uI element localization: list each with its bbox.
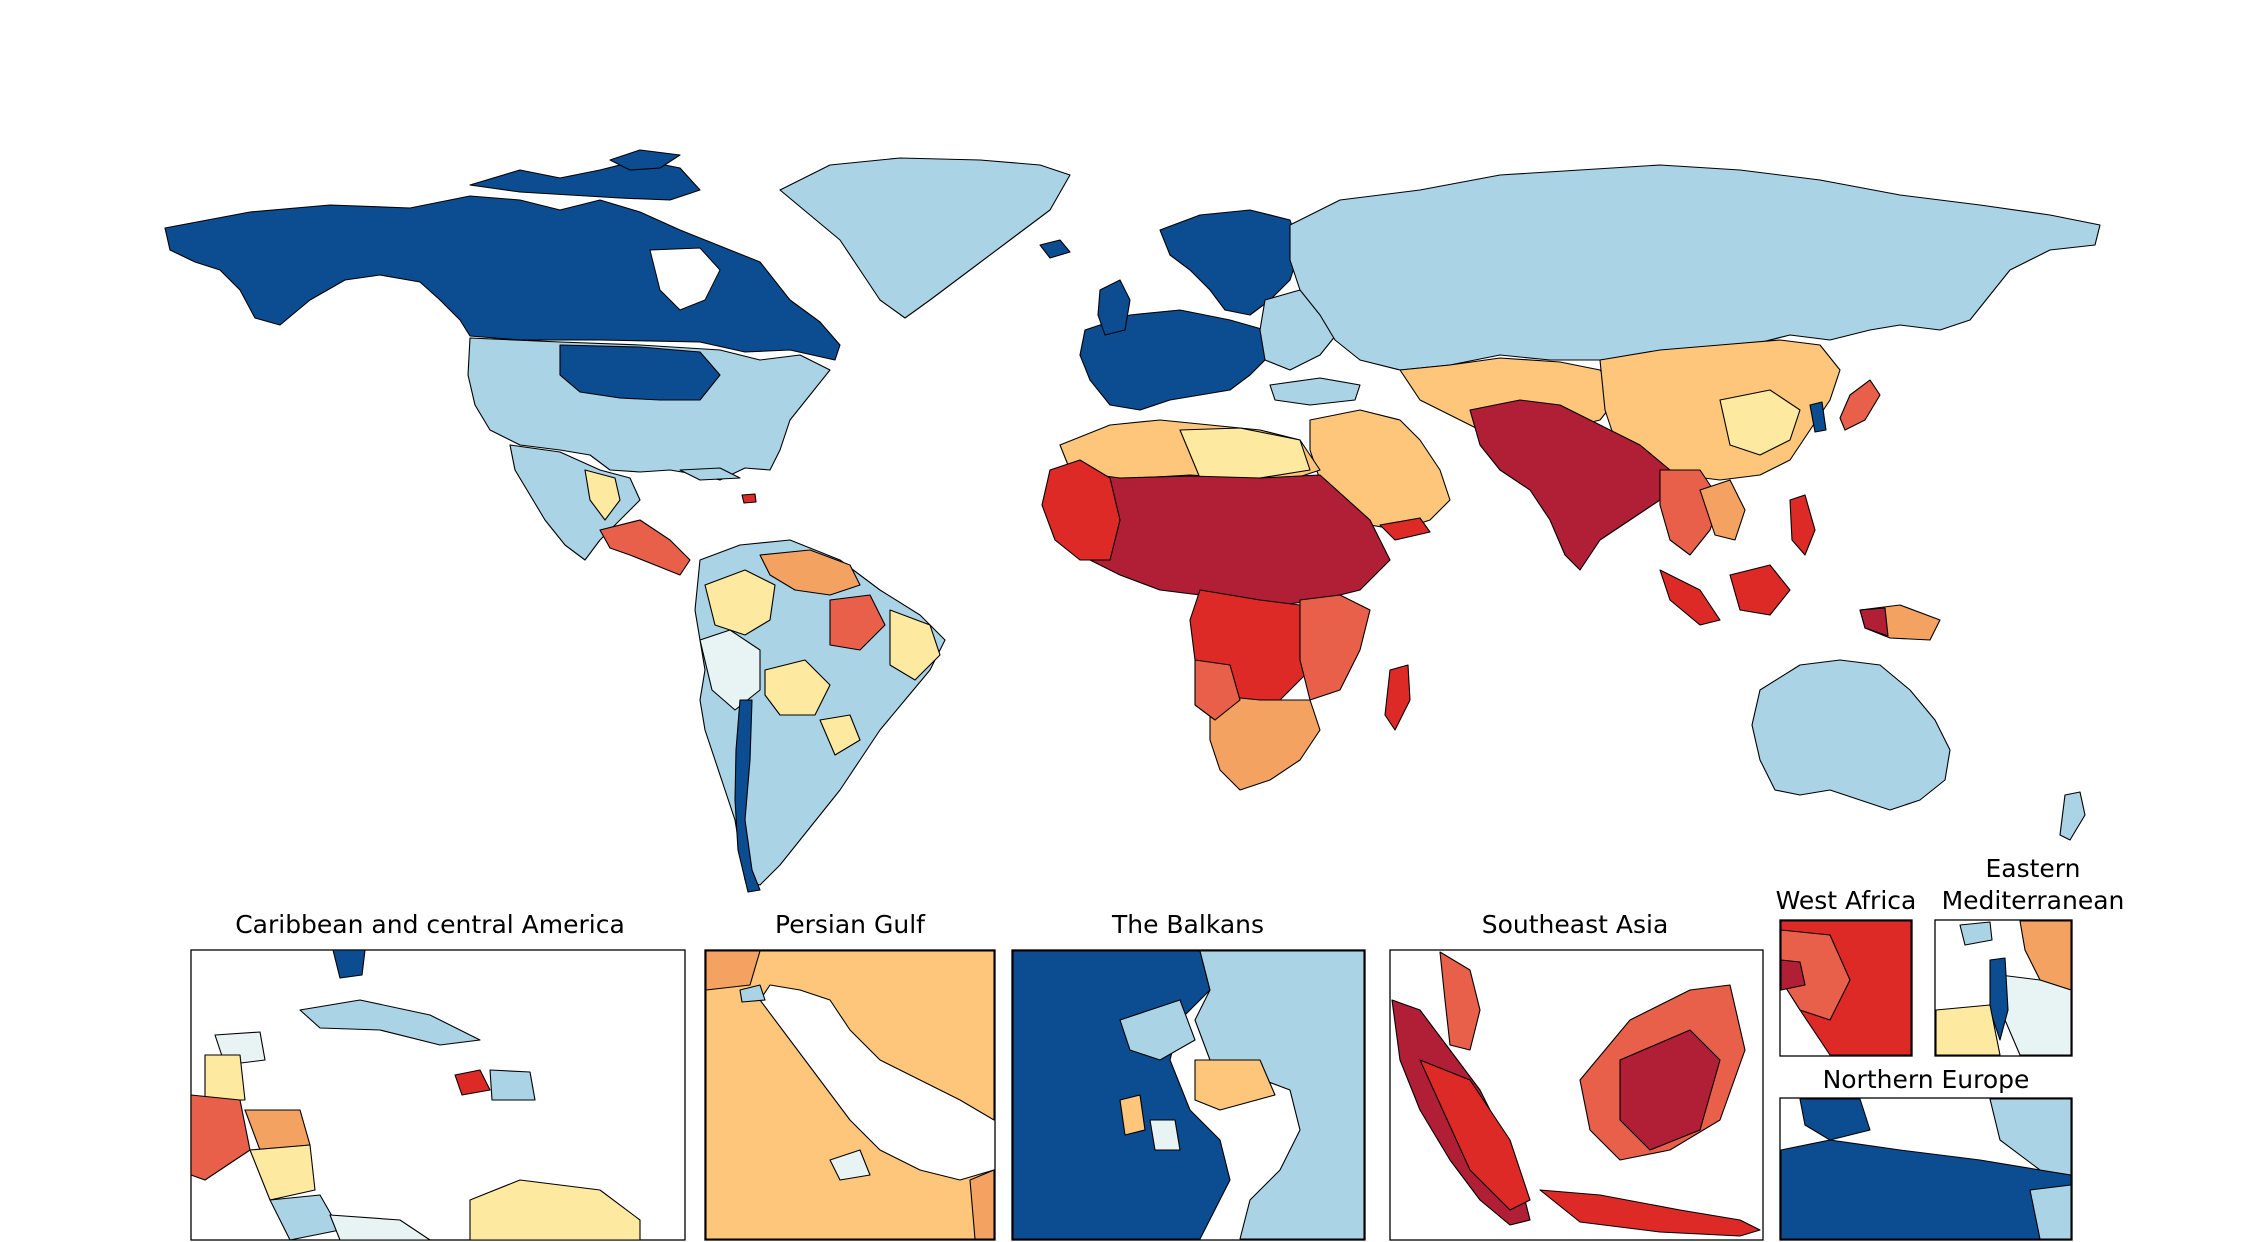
region-usa-midwest (559, 344, 721, 401)
region-new-guinea-west (1859, 607, 1889, 637)
region-peru (699, 629, 761, 711)
inset-southeast-asia: Southeast Asia (1389, 910, 1764, 1241)
region-east-africa (1299, 594, 1371, 701)
region-angola (1194, 659, 1241, 721)
inset-title-west-africa: West Africa (1776, 886, 1917, 915)
inset-balkans: The Balkans (1011, 910, 1366, 1241)
inset-title-northern-europe: Northern Europe (1823, 1065, 2030, 1094)
inset-title-balkans: The Balkans (1111, 910, 1264, 939)
region-china-east (1719, 389, 1801, 456)
region-philippines (1789, 494, 1816, 556)
region-borneo (1729, 564, 1791, 616)
region-libya-egypt (1179, 427, 1311, 479)
inset-caribbean: Caribbean and central America (190, 910, 686, 1241)
region-greenland (779, 157, 1071, 319)
region-brazil-north (829, 594, 886, 651)
inset-title-caribbean: Caribbean and central America (235, 910, 625, 939)
inset-eastern-med: Eastern Mediterranean (1934, 854, 2125, 1057)
inset-title-eastern-med-1: Eastern (1985, 854, 2080, 883)
region-canada-alaska (164, 195, 841, 361)
region-south-asia (1469, 399, 1671, 571)
region-brazil-east (889, 609, 941, 681)
region-southern-africa (1209, 694, 1321, 791)
region-arctic-islands (469, 159, 701, 201)
region-paraguay (819, 714, 861, 756)
region-colombia (704, 569, 776, 636)
region-indochina (1699, 479, 1746, 541)
region-cuba (679, 467, 741, 481)
region-australia (1751, 659, 1951, 811)
inset-title-southeast-asia: Southeast Asia (1482, 910, 1669, 939)
region-yemen (1379, 517, 1431, 541)
region-new-zealand (2059, 791, 2086, 841)
region-iceland (1039, 239, 1071, 259)
main-world-map (164, 149, 2101, 893)
region-uk (1097, 279, 1131, 336)
hudson-bay (649, 247, 721, 311)
inset-west-africa: West Africa (1776, 886, 1917, 1057)
region-bolivia (764, 659, 831, 716)
inset-frame-caribbean (190, 949, 686, 1241)
region-korea (1809, 401, 1827, 433)
region-venezuela-guyana (759, 549, 861, 596)
region-western-europe (1079, 309, 1271, 411)
region-turkey (1269, 377, 1361, 406)
region-mexico-south (584, 469, 621, 521)
region-arctic-islands-2 (609, 149, 681, 171)
region-chile (734, 699, 761, 893)
region-russia (1289, 164, 2101, 371)
region-west-africa-main (1041, 459, 1121, 561)
region-haiti (741, 493, 757, 504)
region-madagascar (1384, 664, 1411, 731)
region-central-america (599, 519, 691, 576)
region-sumatra (1659, 569, 1721, 626)
inset-persian-gulf: Persian Gulf (704, 910, 996, 1241)
inset-title-eastern-med-2: Mediterranean (1942, 886, 2125, 915)
inset-northern-europe: Northern Europe (1779, 1065, 2073, 1241)
inset-title-persian-gulf: Persian Gulf (775, 910, 926, 939)
region-japan (1839, 379, 1881, 431)
